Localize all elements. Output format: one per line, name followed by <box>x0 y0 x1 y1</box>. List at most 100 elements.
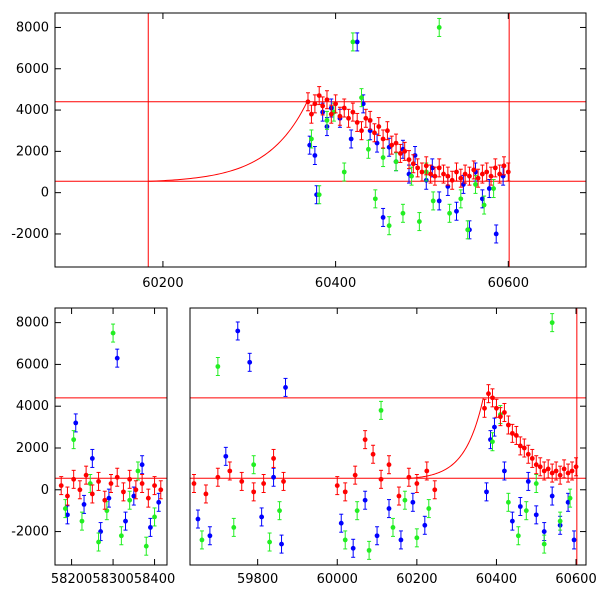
bottom-blue-point <box>565 499 571 505</box>
bottom-blue-point <box>259 514 265 520</box>
bottom-blue-point <box>195 516 201 522</box>
top-ytick-label: 6000 <box>16 62 49 77</box>
top-green-point <box>465 227 471 233</box>
bottom-blue-point <box>398 537 404 543</box>
bottom-red-point <box>378 476 384 482</box>
top-red-point <box>436 165 442 171</box>
top-red-point <box>346 115 351 121</box>
top-blue-point <box>493 231 499 237</box>
top-blue-point <box>380 215 386 220</box>
bottom-red-point <box>370 451 376 457</box>
bottom-seg2-xtick-label: 60200 <box>396 572 437 587</box>
bottom-red-point <box>342 489 348 495</box>
top-blue-point <box>348 136 354 142</box>
bottom-green-point <box>426 506 432 511</box>
bottom-blue-point <box>338 520 344 526</box>
bottom-green-point <box>378 407 384 413</box>
top-ytick-label: 0 <box>41 186 49 201</box>
bottom-red-point <box>89 491 95 497</box>
top-red-point <box>501 163 507 169</box>
bottom-red-point <box>362 437 368 443</box>
top-green-point <box>430 198 436 204</box>
bottom-blue-point <box>65 512 70 518</box>
bottom-red-point <box>502 410 507 415</box>
bottom-red-point <box>533 462 539 468</box>
bottom-seg2-xtick-label: 60600 <box>555 572 596 587</box>
bottom-red-point <box>281 479 286 484</box>
bottom-red-point <box>121 489 126 495</box>
bottom-red-point <box>494 405 499 411</box>
bottom-blue-point <box>156 499 162 505</box>
bottom-blue-point <box>81 502 87 507</box>
top-ytick-label: 2000 <box>16 144 49 159</box>
top-red-point <box>341 105 347 111</box>
bottom-blue-point <box>106 495 112 501</box>
bottom-blue-point <box>139 462 145 468</box>
bottom-red-point <box>352 472 358 478</box>
bottom-red-point <box>396 493 402 499</box>
top-green-point <box>359 95 364 101</box>
bottom-blue-point <box>571 537 577 543</box>
bottom-red-point <box>261 481 267 486</box>
top-red-point <box>309 111 314 117</box>
bottom-red-point <box>432 487 438 493</box>
bottom-red-point <box>517 443 523 449</box>
top-green-point <box>393 159 399 165</box>
bottom-green-point <box>79 518 85 524</box>
bottom-blue-point <box>279 541 284 547</box>
bottom-ytick-label: -2000 <box>11 525 49 540</box>
bottom-red-point <box>96 479 101 484</box>
bottom-blue-point <box>207 533 213 539</box>
bottom-red-point <box>158 487 164 493</box>
bottom-ytick-label: 2000 <box>16 441 49 456</box>
top-ytick-label: 4000 <box>16 103 49 118</box>
top-blue-point <box>312 153 318 158</box>
top-red-point <box>406 157 412 163</box>
bottom-blue-point <box>410 499 416 505</box>
bottom-red-point <box>83 472 89 478</box>
bottom-green-point <box>557 518 563 524</box>
top-green-point <box>372 196 378 202</box>
bottom-blue-point <box>123 518 128 524</box>
bottom-green-point <box>354 508 360 514</box>
top-green-point <box>473 181 478 187</box>
bottom-red-point <box>251 489 257 495</box>
bottom-ytick-label: 0 <box>41 483 49 498</box>
top-red-point <box>445 173 451 179</box>
bottom-blue-point <box>517 504 523 509</box>
bottom-red-point <box>114 474 120 480</box>
bottom-green-point <box>110 330 116 336</box>
top-green-point <box>341 169 347 175</box>
top-red-point <box>376 124 382 129</box>
top-green-point <box>400 210 406 216</box>
bottom-red-point <box>557 472 563 478</box>
bottom-red-point <box>406 474 412 480</box>
top-green-point <box>416 219 422 224</box>
bottom-red-point <box>58 483 64 489</box>
top-red-point <box>320 103 326 109</box>
top-red-point <box>467 173 472 179</box>
bottom-red-point <box>71 476 77 482</box>
bottom-red-point <box>545 466 551 472</box>
top-red-point <box>441 171 446 177</box>
bottom-blue-point <box>549 493 555 499</box>
top-green-point <box>324 117 330 123</box>
bottom-green-point <box>490 439 495 445</box>
top-red-point <box>372 130 377 136</box>
top-green-point <box>491 186 497 191</box>
top-red-point <box>324 97 330 103</box>
bottom-ytick-label: 8000 <box>16 316 49 331</box>
bottom-seg2-xtick-label: 59800 <box>237 572 278 587</box>
top-red-point <box>479 171 485 177</box>
bottom-red-point <box>509 430 515 436</box>
top-red-point <box>462 171 468 177</box>
bottom-segment-1-frame <box>54 307 168 566</box>
bottom-red-point <box>215 474 221 480</box>
bottom-red-point <box>490 395 495 401</box>
bottom-green-point <box>251 462 257 468</box>
bottom-green-point <box>549 320 555 326</box>
bottom-seg2-xtick-label: 60000 <box>317 572 358 587</box>
bottom-ytick-label: 6000 <box>16 357 49 372</box>
bottom-green-point <box>96 539 101 545</box>
bottom-green-point <box>199 537 205 543</box>
